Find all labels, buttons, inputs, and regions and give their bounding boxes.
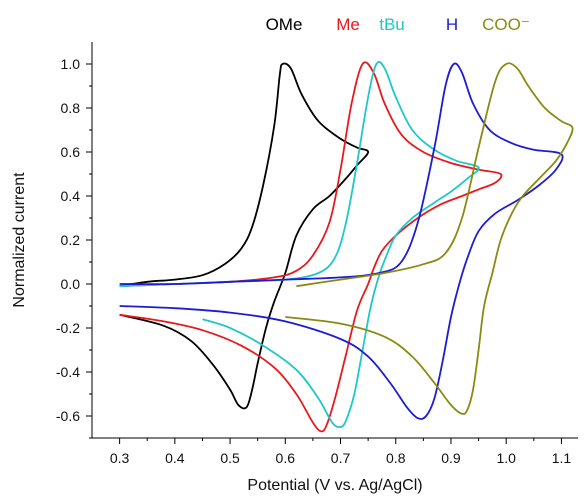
y-tick-label: -0.6 (56, 408, 80, 424)
x-tick-label: 0.4 (165, 450, 185, 466)
series-line-4 (285, 62, 574, 415)
x-tick-label: 0.8 (386, 450, 406, 466)
x-tick-label: 0.6 (276, 450, 296, 466)
y-tick-label: 0.8 (61, 100, 81, 116)
legend: OMe Me tBu H COO⁻ (266, 15, 530, 34)
axes (91, 42, 578, 439)
y-tick-label: -0.2 (56, 320, 80, 336)
y-tick-label: 1.0 (61, 56, 81, 72)
x-ticks: 0.3 0.4 0.5 0.6 0.7 0.8 0.9 1.0 1.1 (110, 438, 571, 466)
x-axis-label: Potential (V vs. Ag/AgCl) (247, 477, 422, 494)
x-tick-label: 1.1 (552, 450, 572, 466)
y-tick-label: 0.0 (61, 276, 81, 292)
legend-entry: H (446, 15, 458, 34)
x-tick-label: 0.7 (331, 450, 351, 466)
plot-lines (119, 60, 574, 433)
legend-entry: tBu (379, 15, 405, 34)
legend-entry: OMe (266, 15, 303, 34)
legend-entry: Me (336, 15, 360, 34)
legend-entry: COO⁻ (482, 15, 530, 34)
y-ticks: -0.6 -0.4 -0.2 0.0 0.2 0.4 0.6 0.8 1.0 (56, 56, 92, 439)
series-line-1 (119, 61, 503, 433)
x-tick-label: 0.3 (110, 450, 130, 466)
y-tick-label: -0.4 (56, 364, 80, 380)
series-line-2 (119, 60, 480, 429)
x-tick-label: 0.9 (441, 450, 461, 466)
series-line-3 (119, 62, 564, 420)
y-tick-label: 0.6 (61, 144, 81, 160)
y-tick-label: 0.4 (61, 188, 81, 204)
y-axis-label: Normalized current (11, 172, 28, 308)
y-tick-label: 0.2 (61, 232, 81, 248)
x-tick-label: 1.0 (496, 450, 516, 466)
series-line-0 (119, 62, 370, 410)
x-tick-label: 0.5 (220, 450, 240, 466)
